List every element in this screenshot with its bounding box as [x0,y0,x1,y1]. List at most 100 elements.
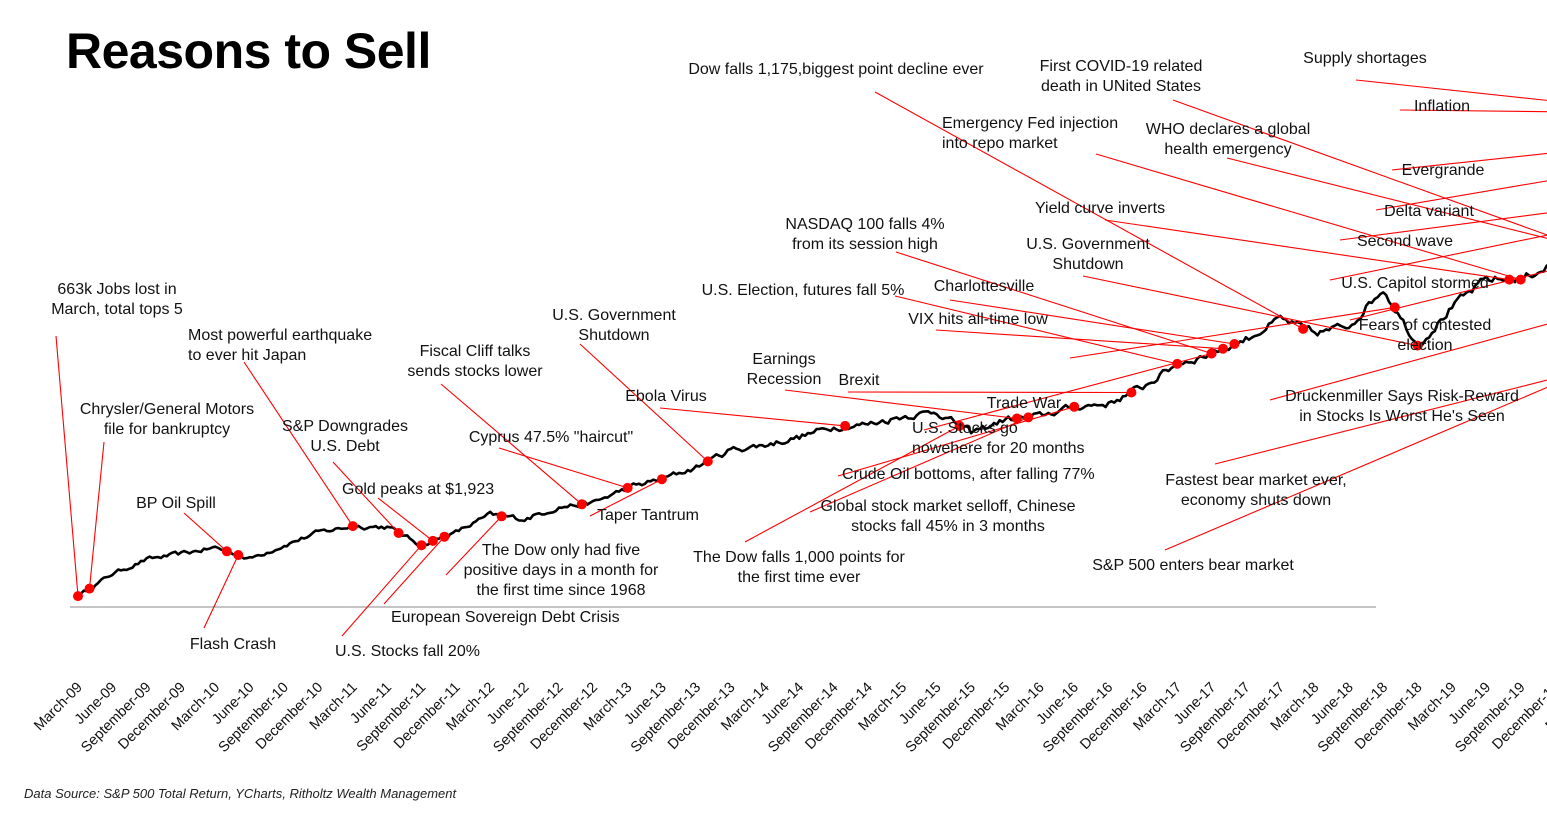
annotation-leader [88,441,105,589]
annotation-marker [221,546,232,557]
annotation-marker [1218,343,1228,354]
annotation-label: Druckenmiller Says Risk-Reward in Stocks … [1285,388,1519,425]
annotation-leader [1355,79,1547,101]
annotation-label: Delta variant [1384,203,1474,220]
annotation-leader [1329,234,1547,281]
annotation-marker [1206,348,1217,359]
x-tick-label: March-09 [31,680,86,735]
annotation-marker [439,531,450,542]
annotation-label: Taper Tantrum [597,507,699,524]
annotation-label: Dow falls 1,175,biggest point decline ev… [688,61,984,78]
annotation-leader [332,461,400,534]
annotation-leader [1172,99,1547,236]
annotation-marker [393,528,404,538]
annotation-label: Evergrande [1402,162,1485,179]
annotation-marker [576,499,587,510]
annotation-label: U.S. Capitol stormed [1341,275,1489,292]
annotation-leader [377,497,434,542]
annotation-leader [498,447,628,489]
annotation-marker [416,540,427,551]
annotation-label: U.S. Government Shutdown [552,307,676,344]
series-line-group [77,263,1547,598]
annotation-leader [1214,379,1547,465]
annotation-label: WHO declares a global health emergency [1146,121,1311,158]
annotation-leader [744,425,960,543]
annotation-leader [341,544,422,637]
annotation-marker [1023,412,1034,423]
annotation-label: Earnings Recession [747,351,822,388]
annotation-marker [496,511,507,522]
annotation-leader [183,512,228,552]
annotation-marker [656,474,667,485]
annotation-marker [73,591,83,602]
annotation-leader [1082,275,1418,347]
annotation-marker [1389,302,1400,313]
annotation-label: U.S. Stocks go nowehere for 20 months [912,420,1085,457]
annotation-leader [1164,386,1547,551]
page-title: Reasons to Sell [66,23,431,79]
annotation-label: Fastest bear market ever, economy shuts d… [1165,472,1346,509]
annotation-label: S&P 500 enters bear market [1092,557,1294,574]
annotation-marker [1069,401,1080,412]
annotation-marker [1504,274,1515,285]
annotation-marker [1011,413,1022,424]
annotation-leader [895,251,1212,355]
annotation-label: U.S. Stocks fall 20% [335,643,480,660]
annotation-label: Yield curve inverts [1035,200,1165,217]
annotation-marker [347,521,358,532]
annotation-leader [440,383,583,505]
annotation-label: Trade War [987,395,1062,412]
annotation-leader [1375,180,1547,211]
annotation-label: U.S. Election, futures fall 5% [702,282,905,299]
annotation-label: The Dow only had five positive days in a … [464,542,659,599]
annotation-leader [1226,157,1547,239]
annotation-leader [659,407,846,427]
annotation-leader [383,536,445,605]
annotation-marker [84,583,95,594]
annotation-marker [1126,387,1137,398]
series-line [77,263,1547,598]
annotation-leader [1269,323,1547,401]
annotation-leader [847,391,1132,394]
annotation-leader [579,343,709,462]
annotation-marker [1172,358,1183,369]
annotation-label: Supply shortages [1303,50,1427,67]
annotation-label: The Dow falls 1,000 points for the first … [693,549,905,586]
annotation-leader [837,406,1075,477]
annotation-label: Gold peaks at $1,923 [342,481,494,498]
annotation-leader [949,299,1235,345]
annotation-label: 663k Jobs lost in March, total tops 5 [51,281,183,318]
annotation-marker [233,550,244,560]
annotation-leader [1069,306,1395,359]
annotation-leader [874,91,1304,330]
annotation-label: BP Oil Spill [136,495,216,512]
annotation-label: Most powerful earthquake to ever hit Japa… [188,327,372,364]
annotation-label: Cyprus 47.5% "haircut" [469,429,633,446]
annotation-marker [1412,340,1423,351]
annotation-leader [894,295,1178,365]
annotation-marker [427,535,438,546]
annotation-label: Chrysler/General Motors file for bankrupt… [80,401,254,438]
annotation-leader [203,554,239,629]
annotation-label: Inflation [1414,98,1470,115]
annotation-label: European Sovereign Debt Crisis [391,609,620,626]
annotation-labels: 663k Jobs lost in March, total tops 5 Chry… [51,50,1519,660]
annotation-leader [1095,153,1521,281]
data-source-note: Data Source: S&P 500 Total Return, YChar… [24,786,457,801]
annotation-marker [702,456,713,467]
annotation-markers [73,274,1526,602]
annotation-label: S&P Downgrades U.S. Debt [282,418,408,455]
annotation-leader [923,352,1212,431]
annotation-leader [935,329,1224,350]
annotation-label: First COVID-19 related death in UNited St… [1040,58,1203,95]
annotation-label: Emergency Fed injection into repo market [942,115,1118,152]
annotation-leader [1339,212,1547,241]
annotation-leader [1104,219,1510,281]
annotation-label: Crude Oil bottoms, after falling 77% [842,466,1095,483]
annotation-leaders [55,79,1547,637]
annotation-leader [445,515,502,576]
annotation-label: NASDAQ 100 falls 4% from its session high [785,216,944,253]
annotation-leader [1399,109,1547,113]
annotation-label: Ebola Virus [625,388,707,405]
